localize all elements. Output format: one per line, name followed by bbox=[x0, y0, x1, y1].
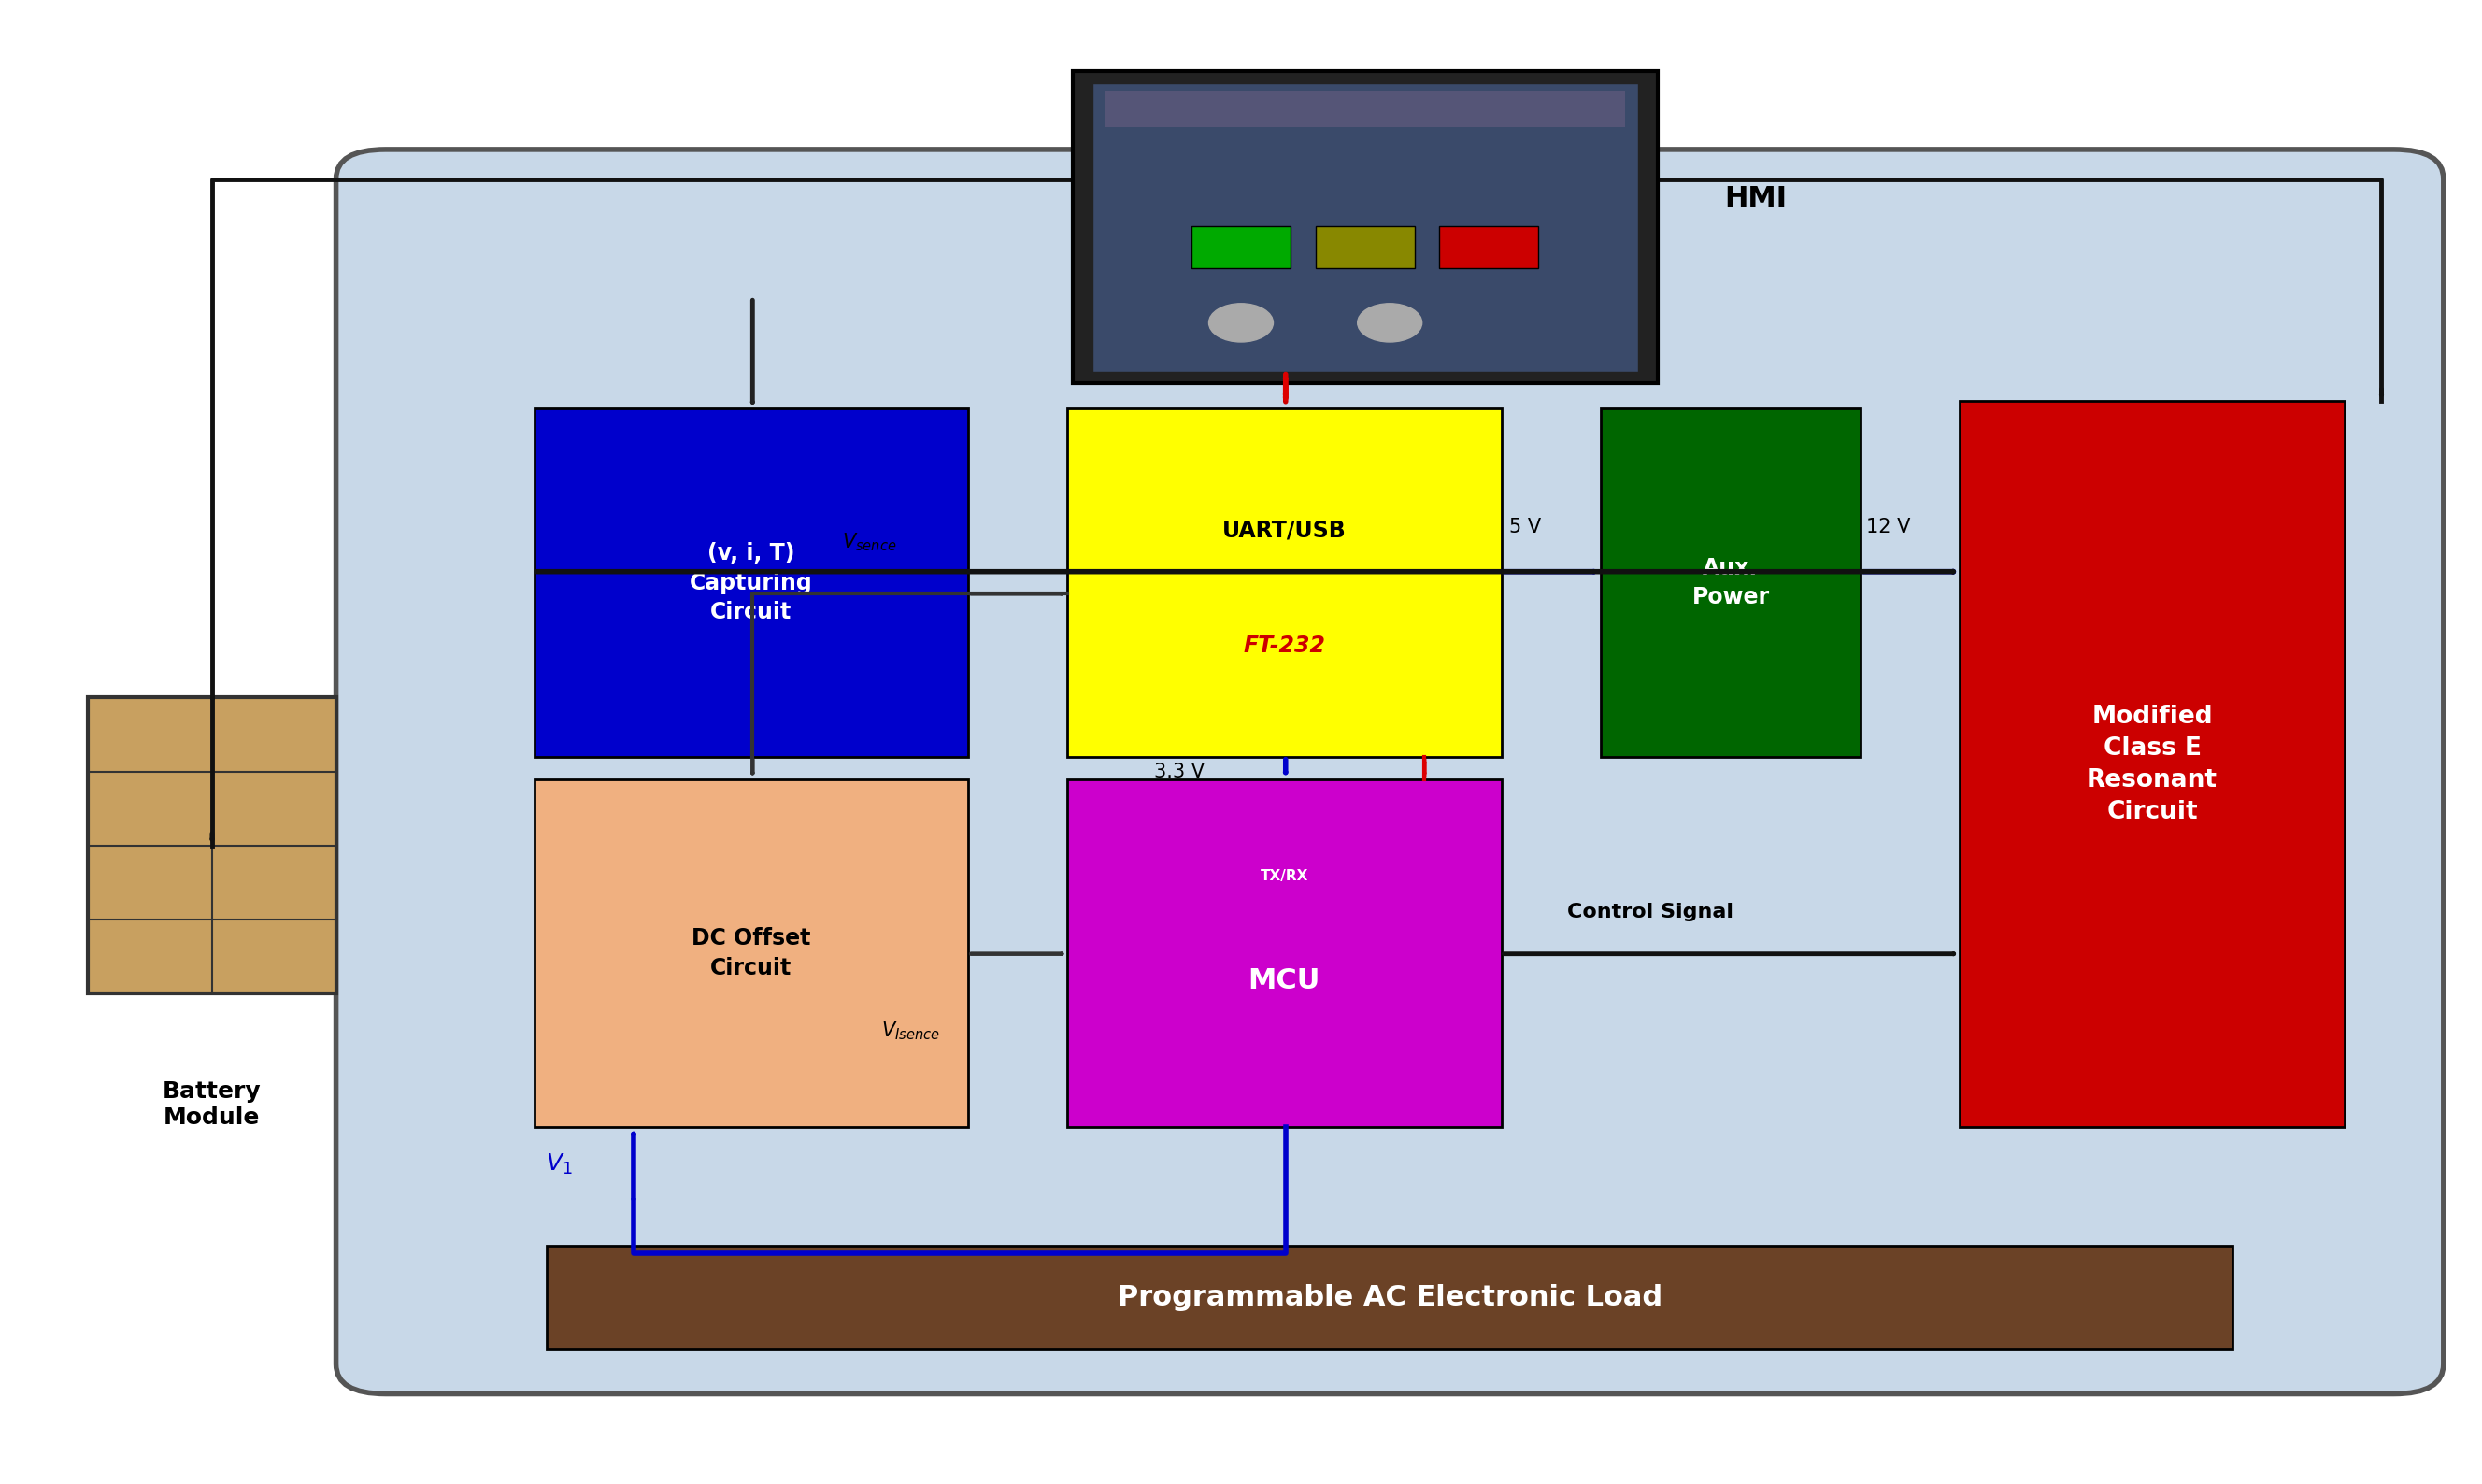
Text: $V_{sence}$: $V_{sence}$ bbox=[841, 531, 896, 554]
Text: Control Signal: Control Signal bbox=[1566, 904, 1732, 922]
Circle shape bbox=[1358, 304, 1422, 341]
Text: HMI: HMI bbox=[1725, 186, 1787, 212]
Text: Modified
Class E
Resonant
Circuit: Modified Class E Resonant Circuit bbox=[2087, 705, 2216, 824]
Text: TX/RX: TX/RX bbox=[1261, 870, 1308, 883]
FancyBboxPatch shape bbox=[1961, 401, 2345, 1128]
Text: FT-232: FT-232 bbox=[1243, 634, 1325, 656]
FancyBboxPatch shape bbox=[1067, 779, 1502, 1128]
Text: DC Offset
Circuit: DC Offset Circuit bbox=[692, 928, 812, 979]
FancyBboxPatch shape bbox=[87, 697, 335, 994]
FancyBboxPatch shape bbox=[1315, 227, 1415, 269]
FancyBboxPatch shape bbox=[1092, 83, 1638, 371]
FancyBboxPatch shape bbox=[534, 408, 968, 757]
FancyBboxPatch shape bbox=[1072, 71, 1658, 383]
Text: Programmable AC Electronic Load: Programmable AC Electronic Load bbox=[1117, 1284, 1663, 1310]
FancyBboxPatch shape bbox=[1067, 408, 1502, 757]
FancyBboxPatch shape bbox=[1104, 91, 1626, 128]
FancyBboxPatch shape bbox=[1191, 227, 1291, 269]
Text: MCU: MCU bbox=[1248, 968, 1320, 994]
Text: Battery
Module: Battery Module bbox=[164, 1080, 261, 1129]
Text: 12 V: 12 V bbox=[1866, 518, 1911, 537]
Text: 5 V: 5 V bbox=[1509, 518, 1541, 537]
Text: $V_{Isence}$: $V_{Isence}$ bbox=[881, 1020, 941, 1042]
FancyBboxPatch shape bbox=[1440, 227, 1539, 269]
FancyBboxPatch shape bbox=[1601, 408, 1862, 757]
Text: (v, i, T)
Capturing
Circuit: (v, i, T) Capturing Circuit bbox=[690, 542, 814, 623]
FancyBboxPatch shape bbox=[534, 779, 968, 1128]
FancyBboxPatch shape bbox=[546, 1245, 2234, 1349]
Text: UART/USB: UART/USB bbox=[1221, 519, 1345, 542]
Text: 3.3 V: 3.3 V bbox=[1154, 763, 1204, 781]
Text: $V_1$: $V_1$ bbox=[546, 1152, 573, 1177]
Circle shape bbox=[1209, 304, 1273, 341]
FancyBboxPatch shape bbox=[335, 150, 2442, 1393]
Text: Aux.
Power: Aux. Power bbox=[1693, 556, 1770, 608]
